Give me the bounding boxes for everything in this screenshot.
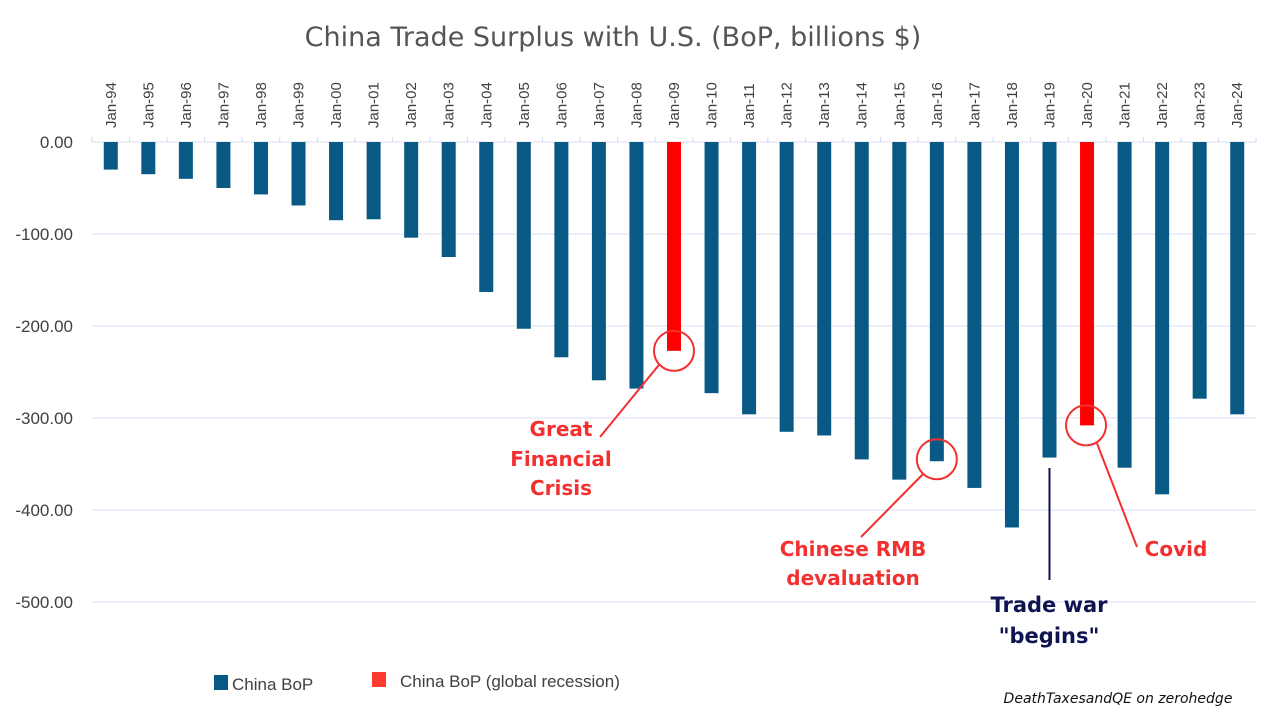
bar-china-bop [441, 142, 456, 257]
y-tick-label: -100.00 [15, 225, 73, 244]
bar-china-bop [103, 142, 118, 170]
x-tick-label: Jan-23 [1192, 82, 1209, 128]
bar-china-bop [1042, 142, 1057, 458]
bar-china-bop [178, 142, 193, 179]
legend-label-global-recession: China BoP (global recession) [400, 672, 620, 691]
bar-global-recession [1080, 142, 1095, 426]
bar-china-bop [892, 142, 907, 480]
x-tick-label: Jan-18 [1004, 82, 1021, 128]
chart-title: China Trade Surplus with U.S. (BoP, bill… [305, 22, 922, 53]
bar-china-bop [629, 142, 644, 389]
x-tick-label: Jan-08 [628, 82, 645, 128]
annotation-covid: Covid [1145, 537, 1208, 561]
x-tick-label: Jan-22 [1154, 82, 1171, 128]
bar-china-bop [817, 142, 832, 436]
annotation-rmb: devaluation [786, 566, 919, 590]
x-tick-label: Jan-10 [704, 82, 721, 128]
bar-china-bop [329, 142, 344, 221]
legend: China BoP China BoP (global recession) [214, 672, 620, 694]
credit-watermark: DeathTaxesandQE on zerohedge [1004, 691, 1233, 707]
y-tick-label: -200.00 [15, 317, 73, 336]
y-tick-label: 0.00 [40, 133, 73, 152]
x-tick-label: Jan-09 [666, 82, 683, 128]
legend-swatch-global-recession [372, 672, 386, 687]
y-axis: 0.00 -100.00 -200.00 -300.00 -400.00 -500.00 [15, 133, 73, 612]
x-tick-label: Jan-15 [891, 82, 908, 128]
bar-china-bop [479, 142, 494, 292]
bar-china-bop [742, 142, 757, 415]
x-tick-label: Jan-24 [1229, 82, 1246, 128]
bar-china-bop [1117, 142, 1132, 468]
y-tick-label: -400.00 [15, 501, 73, 520]
annotation-trade-war: Trade war [990, 593, 1108, 617]
gfc-leader-line [599, 364, 660, 438]
x-tick-label: Jan-02 [403, 82, 420, 128]
gfc-highlight-circle [653, 329, 695, 372]
bar-china-bop [929, 142, 944, 462]
bar-china-bop [404, 142, 419, 238]
annotation-trade-war: "begins" [999, 624, 1100, 648]
bar-china-bop [1004, 142, 1019, 528]
bar-china-bop [291, 142, 306, 206]
x-axis: Jan-94 Jan-95 Jan-96 Jan-97 Jan-98 Jan-99 Jan-… [91, 82, 1257, 142]
bar-china-bop [216, 142, 231, 188]
x-tick-label: Jan-12 [779, 82, 796, 128]
x-tick-label: Jan-03 [441, 82, 458, 128]
bar-china-bop [591, 142, 606, 381]
x-tick-label: Jan-11 [741, 83, 758, 128]
x-tick-label: Jan-16 [929, 82, 946, 128]
bar-china-bop [1155, 142, 1170, 495]
bar-china-bop [704, 142, 719, 394]
annotation-gfc: Crisis [530, 476, 592, 500]
x-tick-label: Jan-00 [328, 82, 345, 128]
x-tick-label: Jan-21 [1117, 82, 1134, 128]
bars [103, 142, 1245, 528]
bar-china-bop [253, 142, 268, 195]
x-tick-label: Jan-96 [178, 82, 195, 128]
bar-china-bop [554, 142, 569, 358]
x-tick-label: Jan-97 [215, 82, 232, 128]
x-tick-label: Jan-14 [854, 82, 871, 128]
bar-china-bop [1230, 142, 1245, 415]
rmb-leader-line [860, 473, 924, 538]
x-tick-label: Jan-04 [478, 82, 495, 128]
legend-label-china-bop: China BoP [232, 675, 313, 694]
annotation-gfc: Great [530, 417, 593, 441]
x-tick-label: Jan-05 [516, 82, 533, 128]
rmb-highlight-circle [915, 438, 958, 481]
annotations: Great Financial Crisis Chinese RMB devaluati… [510, 329, 1208, 648]
bar-china-bop [141, 142, 156, 175]
annotation-gfc: Financial [510, 447, 612, 471]
bar-china-bop [967, 142, 982, 488]
covid-leader-line [1096, 443, 1138, 548]
x-tick-label: Jan-99 [291, 82, 308, 128]
x-tick-label: Jan-07 [591, 82, 608, 128]
x-tick-label: Jan-20 [1079, 82, 1096, 128]
y-tick-label: -500.00 [15, 593, 73, 612]
bar-global-recession [667, 142, 681, 351]
x-tick-label: Jan-13 [816, 82, 833, 128]
x-tick-label: Jan-95 [140, 82, 157, 128]
annotation-rmb: Chinese RMB [780, 537, 927, 561]
x-tick-label: Jan-01 [366, 82, 383, 128]
x-tick-label: Jan-19 [1041, 82, 1058, 128]
covid-highlight-circle [1065, 404, 1108, 447]
x-tick-label: Jan-98 [253, 82, 270, 128]
x-tick-label: Jan-06 [553, 82, 570, 128]
y-tick-label: -300.00 [15, 409, 73, 428]
legend-swatch-china-bop [214, 675, 228, 690]
bar-china-bop [854, 142, 869, 460]
bar-china-bop [366, 142, 381, 220]
bar-china-bop [1192, 142, 1207, 399]
x-tick-label: Jan-94 [103, 82, 120, 128]
bar-china-bop [779, 142, 794, 432]
x-tick-label: Jan-17 [966, 82, 983, 128]
bar-china-bop [516, 142, 531, 329]
